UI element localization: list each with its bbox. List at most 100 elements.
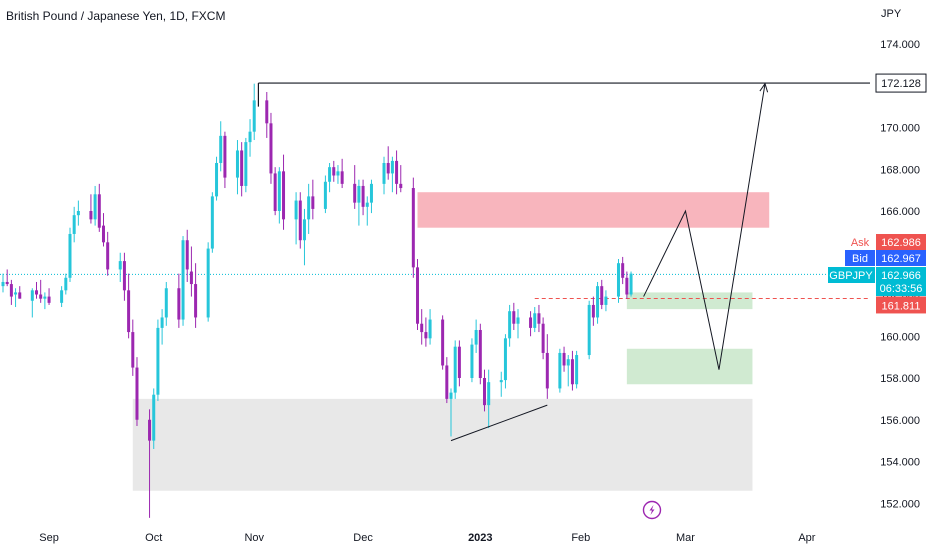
candle <box>336 171 340 176</box>
candle <box>545 352 549 389</box>
candle <box>64 277 68 291</box>
candle <box>311 196 315 209</box>
candle <box>235 150 239 178</box>
candle <box>307 196 311 220</box>
candle <box>177 288 181 320</box>
x-axis: Sep Oct Nov Dec 2023 Feb Mar Apr <box>39 532 816 544</box>
bid-label: Bid <box>852 253 868 265</box>
ask-value-bg <box>876 234 926 250</box>
candle <box>240 150 244 186</box>
candle <box>14 292 18 295</box>
candle <box>164 288 168 318</box>
candle <box>441 319 445 366</box>
projection-path <box>643 83 766 370</box>
candle <box>629 273 633 295</box>
candle <box>248 131 252 143</box>
candle <box>596 286 600 318</box>
candle <box>89 211 93 220</box>
zones-layer <box>132 192 770 491</box>
x-tick-label: Nov <box>244 532 264 544</box>
x-tick-label: Feb <box>571 532 590 544</box>
candle <box>424 332 428 339</box>
current-tag-value: 162.966 <box>881 270 921 282</box>
candle <box>47 296 51 303</box>
y-tick-label: 158.000 <box>880 373 920 385</box>
candle <box>361 185 365 207</box>
x-tick-label: Dec <box>353 532 373 544</box>
candle <box>9 284 13 297</box>
candle <box>369 183 373 203</box>
y-tick-label: 154.000 <box>880 457 920 469</box>
candle <box>68 233 72 278</box>
y-tick-label: 174.000 <box>880 39 920 51</box>
candle <box>206 248 210 318</box>
y-tick-label: 170.000 <box>880 123 920 135</box>
price-tags: 172.128 Ask 162.986 Bid 162.967 GBPJPY 162.966… <box>828 73 927 314</box>
candle <box>428 319 432 339</box>
candle <box>558 352 562 389</box>
candle <box>474 329 478 345</box>
candle <box>357 185 361 203</box>
countdown: 06:33:56 <box>880 283 923 295</box>
candle <box>478 329 482 378</box>
lightning-icon <box>649 505 655 515</box>
candle <box>449 392 453 399</box>
candle <box>386 162 390 174</box>
candle <box>625 277 629 295</box>
chart-title: British Pound / Japanese Yen, 1D, FXCM <box>6 9 226 23</box>
candle <box>395 160 399 184</box>
candle <box>411 188 415 268</box>
candle <box>541 323 545 353</box>
candle <box>294 200 298 220</box>
candle <box>616 263 620 297</box>
candle <box>298 200 302 241</box>
candle <box>604 296 608 305</box>
candle <box>353 183 357 203</box>
candle <box>566 359 570 366</box>
candle <box>223 135 227 178</box>
ask-label: Ask <box>851 237 870 249</box>
candle <box>269 123 273 174</box>
trendline <box>450 404 548 442</box>
candle <box>399 183 403 189</box>
x-tick-label: Sep <box>39 532 59 544</box>
candle <box>244 142 248 186</box>
candle <box>512 311 516 324</box>
candle <box>453 346 457 393</box>
demand-zone <box>626 348 753 385</box>
candle <box>365 202 369 207</box>
candle <box>323 181 327 209</box>
candle <box>457 346 461 378</box>
candle <box>118 261 122 270</box>
candle <box>273 173 277 211</box>
candle <box>60 290 64 303</box>
candle <box>483 378 487 406</box>
ask-label-bg <box>845 234 875 250</box>
candle <box>135 367 139 420</box>
projection-arrowhead <box>759 82 769 93</box>
candle <box>93 194 97 220</box>
candle <box>487 382 491 406</box>
candle <box>570 359 574 385</box>
currency-label: JPY <box>881 8 902 20</box>
candle <box>600 286 604 305</box>
high-tag-bg <box>875 73 927 93</box>
lines-layer <box>0 82 870 299</box>
ask-value: 162.986 <box>881 237 921 249</box>
symbol-tag-bg <box>828 267 875 283</box>
candle <box>210 196 214 249</box>
y-tick-label: 156.000 <box>880 415 920 427</box>
bid-label-bg <box>845 250 875 266</box>
candle <box>265 100 269 124</box>
candle <box>390 160 394 174</box>
candle <box>76 211 80 216</box>
drawings-layer <box>450 82 769 520</box>
x-tick-label: Oct <box>145 532 162 544</box>
level-tag-value: 161.811 <box>882 300 921 312</box>
candle <box>127 290 131 333</box>
candle <box>131 332 135 368</box>
y-tick-label: 152.000 <box>880 498 920 510</box>
candle <box>252 100 256 132</box>
symbol-tag: GBPJPY <box>829 270 873 282</box>
